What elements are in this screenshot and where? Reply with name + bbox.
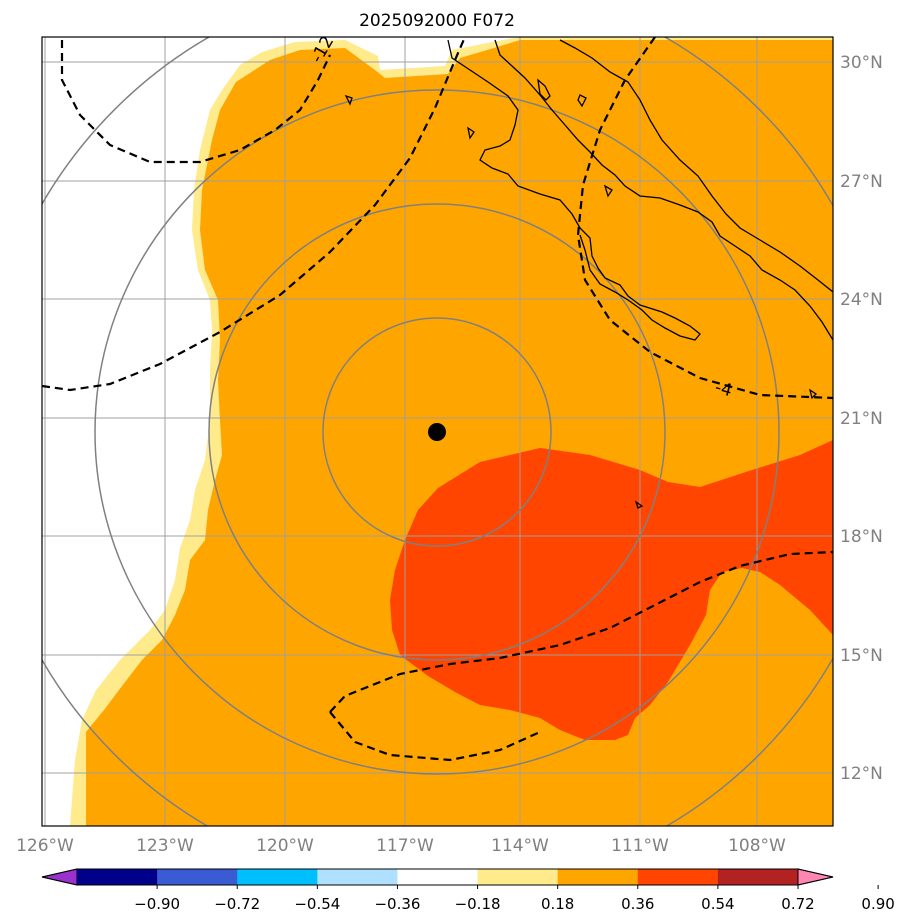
colorbar-tick-label: 0.90 bbox=[861, 895, 894, 913]
colorbar-tick-label: −0.54 bbox=[294, 895, 340, 913]
lon-label: 126°W bbox=[16, 836, 74, 856]
lat-label: 18°N bbox=[840, 527, 883, 547]
lon-label: 117°W bbox=[376, 836, 434, 856]
dashed-contours bbox=[42, 37, 833, 762]
plot-title: 2025092000 F072 bbox=[359, 11, 515, 31]
colorbar-swatch bbox=[397, 869, 479, 885]
colorbar-tick-label: −0.36 bbox=[374, 895, 420, 913]
colorbar-swatch bbox=[77, 869, 158, 885]
colorbar-outline bbox=[41, 868, 834, 886]
lon-label: 123°W bbox=[136, 836, 194, 856]
range-rings bbox=[42, 37, 833, 826]
colorbar-swatch bbox=[637, 869, 719, 885]
lat-label: 27°N bbox=[840, 172, 883, 192]
contour-label-4: -4 bbox=[713, 378, 735, 402]
lat-label: 30°N bbox=[840, 53, 883, 73]
colorbar-tick-label: −0.18 bbox=[455, 895, 501, 913]
map-area bbox=[42, 37, 833, 826]
coastline bbox=[344, 39, 833, 509]
colorbar: −0.90 −0.72 −0.54 −0.36 −0.18 0.18 0.36 0.54 0.7… bbox=[41, 868, 895, 913]
lat-label: 15°N bbox=[840, 646, 883, 666]
colorbar-extend-low bbox=[41, 868, 78, 886]
map-frame bbox=[41, 36, 834, 827]
colorbar-swatch bbox=[477, 869, 559, 885]
colorbar-swatch bbox=[717, 869, 799, 885]
lat-label: 21°N bbox=[840, 409, 883, 429]
latitude-labels: 30°N 27°N 24°N 21°N 18°N 15°N 12°N bbox=[840, 53, 883, 784]
graticule bbox=[42, 37, 833, 826]
colorbar-swatch bbox=[157, 869, 238, 885]
colorbar-tick-label: 0.36 bbox=[621, 895, 654, 913]
lat-label: 12°N bbox=[840, 764, 883, 784]
storm-center-marker bbox=[428, 423, 446, 441]
colorbar-swatch bbox=[317, 869, 398, 885]
colorbar-tick-label: 0.72 bbox=[781, 895, 814, 913]
colorbar-tick-label: −0.90 bbox=[134, 895, 180, 913]
longitude-labels: 126°W 123°W 120°W 117°W 114°W 111°W 108°… bbox=[16, 836, 786, 856]
colorbar-swatch bbox=[237, 869, 318, 885]
colorbar-tick-label: −0.72 bbox=[214, 895, 260, 913]
lon-label: 114°W bbox=[491, 836, 549, 856]
colorbar-tick-label: 0.18 bbox=[541, 895, 574, 913]
lon-label: 111°W bbox=[611, 836, 669, 856]
lat-label: 24°N bbox=[840, 290, 883, 310]
lon-label: 108°W bbox=[728, 836, 786, 856]
colorbar-extend-high bbox=[797, 868, 834, 886]
red-shade bbox=[390, 440, 833, 740]
colorbar-tick-label: 0.54 bbox=[701, 895, 734, 913]
colorbar-swatch bbox=[557, 869, 639, 885]
lon-label: 120°W bbox=[256, 836, 314, 856]
